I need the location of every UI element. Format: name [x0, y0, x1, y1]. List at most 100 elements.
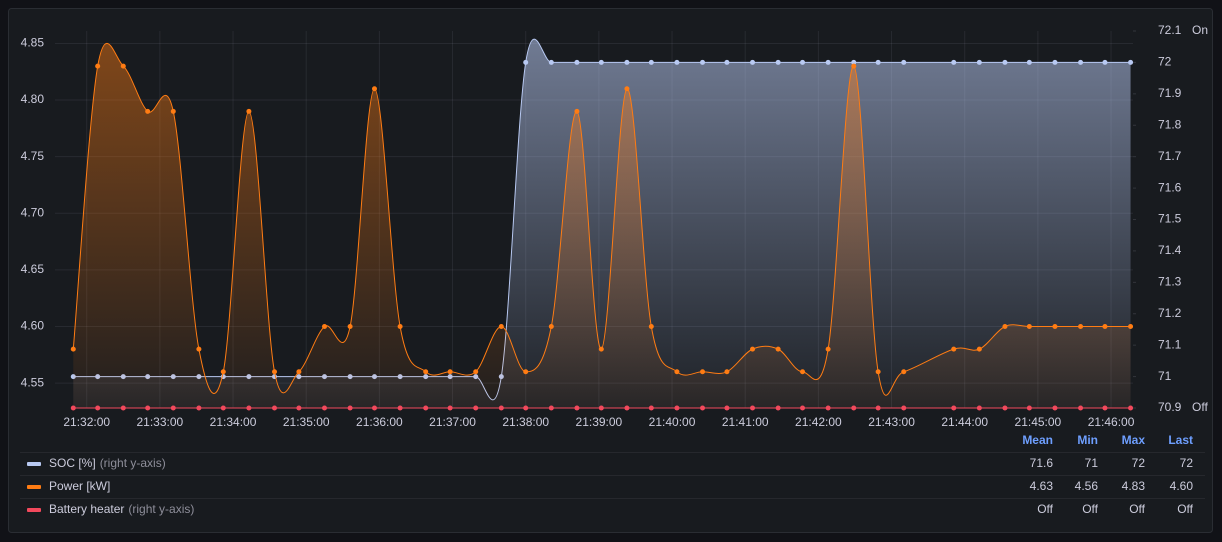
x-tick-label: 21:34:00: [210, 415, 257, 429]
data-point: [851, 63, 857, 69]
data-point: [750, 346, 756, 352]
data-point: [498, 323, 504, 329]
data-point: [976, 59, 982, 65]
x-tick-label: 21:37:00: [429, 415, 476, 429]
data-point: [775, 405, 781, 411]
data-point: [624, 86, 630, 92]
data-point: [1002, 405, 1008, 411]
x-tick-label: 21:40:00: [649, 415, 696, 429]
legend-note: (right y-axis): [100, 456, 166, 470]
data-point: [246, 405, 252, 411]
data-point: [145, 108, 151, 114]
data-point: [347, 405, 353, 411]
series-line: [72, 43, 1131, 396]
data-point: [825, 346, 831, 352]
data-point: [423, 405, 429, 411]
data-point: [901, 369, 907, 375]
legend-note: (right y-axis): [128, 502, 194, 516]
legend-label: Battery heater: [49, 502, 124, 516]
data-point: [246, 108, 252, 114]
y-tick-label: 4.65: [21, 262, 45, 276]
legend-stat: Off: [1037, 502, 1053, 516]
x-tick-label: 21:38:00: [502, 415, 549, 429]
data-point: [1002, 323, 1008, 329]
data-point: [1052, 59, 1058, 65]
data-point: [624, 405, 630, 411]
data-point: [1128, 323, 1134, 329]
y2-tick-label: 71.3: [1158, 275, 1182, 289]
data-point: [724, 405, 730, 411]
data-point: [1026, 59, 1032, 65]
x-tick-label: 21:45:00: [1015, 415, 1062, 429]
data-point: [976, 405, 982, 411]
legend-stat: Off: [1177, 502, 1193, 516]
x-tick-label: 21:46:00: [1088, 415, 1135, 429]
legend-stat: 4.63: [1030, 479, 1054, 493]
data-point: [1078, 323, 1084, 329]
x-tick-label: 21:44:00: [941, 415, 988, 429]
data-point: [473, 405, 479, 411]
x-tick-label: 21:33:00: [137, 415, 184, 429]
y2-tick-label: 71.7: [1158, 149, 1182, 163]
data-point: [700, 369, 706, 375]
data-point: [598, 346, 604, 352]
y2-tick-label: 71.6: [1158, 180, 1182, 194]
y-tick-label: 4.70: [21, 205, 45, 219]
data-point: [700, 405, 706, 411]
legend-stat: Off: [1082, 502, 1098, 516]
x-tick-label: 21:35:00: [283, 415, 330, 429]
data-point: [423, 369, 429, 375]
plot-area: [70, 38, 1134, 411]
data-point: [875, 59, 881, 65]
data-point: [1026, 405, 1032, 411]
data-point: [598, 405, 604, 411]
data-point: [1078, 405, 1084, 411]
data-point: [1026, 323, 1032, 329]
data-point: [574, 59, 580, 65]
x-tick-label: 21:41:00: [722, 415, 769, 429]
data-point: [648, 323, 654, 329]
axes: 4.55 4.60 4.65 4.70 4.75 4.80 4.85 70.9 71 71.1 71…: [21, 23, 1209, 429]
data-point: [724, 59, 730, 65]
data-point: [145, 405, 151, 411]
legend-stat: 71.6: [1030, 456, 1054, 470]
x-tick-label: 21:36:00: [356, 415, 403, 429]
data-point: [1128, 405, 1134, 411]
data-point: [1052, 323, 1058, 329]
legend-swatch: [27, 462, 41, 466]
legend-stat: 4.83: [1122, 479, 1146, 493]
legend-stat: 72: [1180, 456, 1194, 470]
y3-tick-label: Off: [1192, 400, 1208, 414]
legend-stat: Off: [1129, 502, 1145, 516]
data-point: [1128, 59, 1134, 65]
y-tick-label: 4.60: [21, 319, 45, 333]
data-point: [674, 405, 680, 411]
data-point: [272, 405, 278, 411]
x-tick-label: 21:32:00: [63, 415, 110, 429]
data-point: [700, 59, 706, 65]
legend-header: Last: [1168, 433, 1193, 447]
data-point: [120, 405, 126, 411]
y2-tick-label: 71.1: [1158, 337, 1182, 351]
data-point: [70, 405, 76, 411]
y2-tick-label: 72: [1158, 55, 1172, 69]
y-tick-label: 4.80: [21, 92, 45, 106]
data-point: [523, 59, 529, 65]
x-tick-label: 21:39:00: [576, 415, 623, 429]
data-point: [800, 59, 806, 65]
data-point: [498, 405, 504, 411]
data-point: [523, 369, 529, 375]
data-point: [473, 369, 479, 375]
data-point: [397, 405, 403, 411]
legend-label: Power [kW]: [49, 479, 110, 493]
data-point: [951, 346, 957, 352]
y-tick-label: 4.55: [21, 375, 45, 389]
data-point: [976, 346, 982, 352]
data-point: [220, 405, 226, 411]
data-point: [851, 59, 857, 65]
y2-tick-label: 71.8: [1158, 117, 1182, 131]
legend-stat: 4.60: [1170, 479, 1194, 493]
data-point: [322, 405, 327, 411]
data-point: [397, 323, 403, 329]
